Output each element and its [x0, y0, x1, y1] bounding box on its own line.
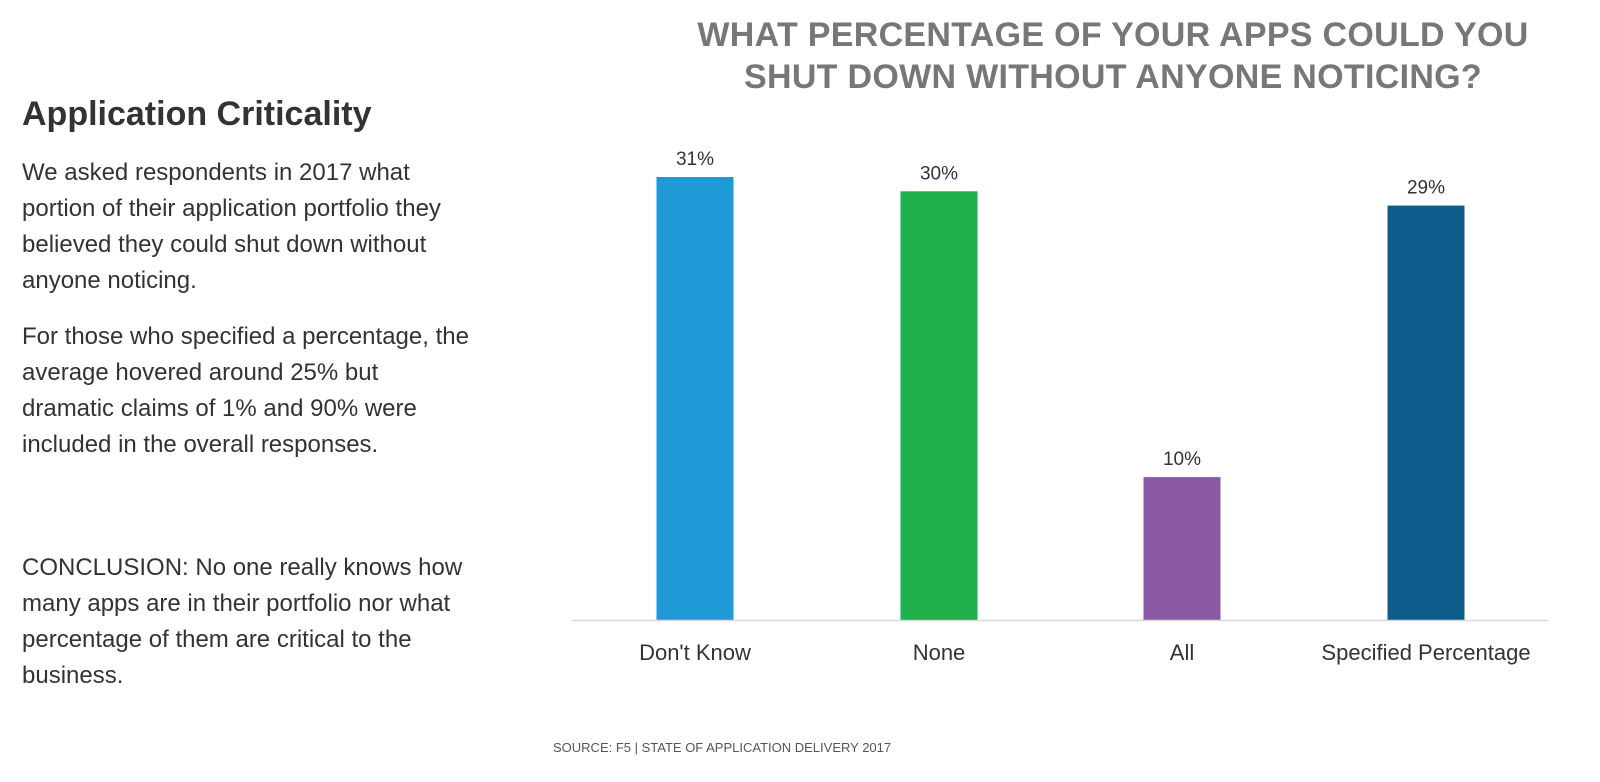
bar-specified-percentage	[1387, 205, 1465, 621]
panel-heading: Application Criticality	[22, 95, 372, 133]
x-tick-label: Specified Percentage	[1321, 640, 1530, 665]
source-note: SOURCE: F5 | STATE OF APPLICATION DELIVE…	[553, 740, 892, 755]
description-panel: Application Criticality We asked respond…	[22, 95, 472, 483]
data-label: 31%	[676, 149, 714, 170]
conclusion-paragraph: CONCLUSION: No one really knows how many…	[22, 554, 463, 689]
bar-none	[900, 191, 978, 620]
intro-paragraph: We asked respondents in 2017 what portio…	[22, 159, 441, 295]
chart-title: WHAT PERCENTAGE OF YOUR APPS COULD YOU S…	[697, 16, 1529, 96]
x-tick-label: Don't Know	[639, 640, 751, 665]
data-label: 10%	[1163, 449, 1201, 470]
data-label: 30%	[920, 163, 958, 184]
data-label: 29%	[1407, 178, 1445, 199]
bar-don-t-know	[656, 177, 734, 620]
x-tick-label: None	[913, 640, 966, 665]
x-tick-label: All	[1170, 640, 1194, 665]
bar-all	[1143, 477, 1221, 620]
detail-paragraph: For those who specified a percentage, th…	[22, 323, 469, 459]
